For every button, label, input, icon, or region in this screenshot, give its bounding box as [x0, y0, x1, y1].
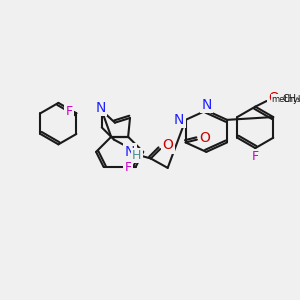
Text: O: O	[162, 138, 173, 152]
Text: F: F	[252, 150, 259, 163]
Text: N: N	[174, 113, 184, 127]
Text: F: F	[124, 161, 132, 174]
Text: F: F	[65, 105, 72, 118]
Text: O: O	[269, 91, 280, 105]
Text: N: N	[125, 145, 135, 159]
Text: CH₃: CH₃	[283, 94, 300, 104]
Text: O: O	[199, 131, 210, 145]
Text: N: N	[201, 98, 211, 112]
Text: methyl: methyl	[272, 94, 300, 103]
Text: N: N	[96, 100, 106, 115]
Text: H: H	[132, 149, 141, 162]
